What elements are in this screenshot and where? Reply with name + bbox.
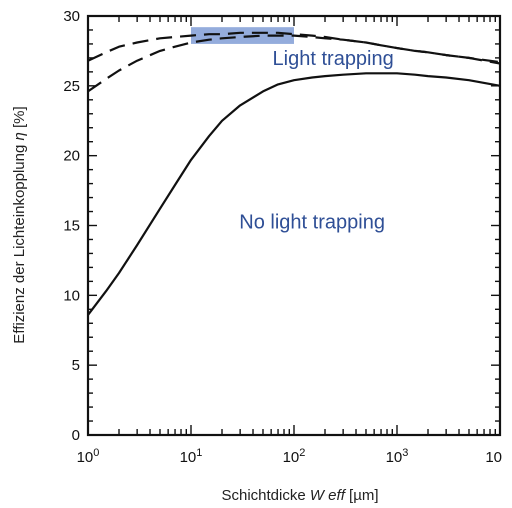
y-tick-label: 15 xyxy=(63,218,80,235)
series-layer xyxy=(87,31,501,316)
series-line-1 xyxy=(87,72,501,316)
series-line-2 xyxy=(87,34,501,93)
y-tick-label: 5 xyxy=(72,357,80,374)
annotation-label: No light trapping xyxy=(239,211,385,233)
x-tick-label: 102 xyxy=(283,447,306,466)
y-tick-label: 20 xyxy=(63,148,80,165)
plot-frame xyxy=(86,14,502,437)
x-tick-label: 103 xyxy=(386,447,409,466)
y-axis-title: Effizienz der Lichteinkopplung η [%] xyxy=(11,106,28,343)
y-tick-label: 25 xyxy=(63,78,80,95)
annotation-label: Light trapping xyxy=(273,48,394,70)
plot-background xyxy=(88,16,500,435)
x-tick-label: 100 xyxy=(77,447,100,466)
labels-layer: 0 5 10 15 20 25 30 100 101 102 103 10 xyxy=(63,8,502,466)
annotations-layer: Light trapping No light trapping xyxy=(239,48,393,233)
highlight-layer xyxy=(191,27,294,44)
y-tick-label: 30 xyxy=(63,8,80,25)
x-tick-label: 10 xyxy=(485,449,502,466)
y-tick-label: 10 xyxy=(63,287,80,304)
y-tick-label: 0 xyxy=(72,427,80,444)
x-tick-label: 101 xyxy=(180,447,203,466)
highlight-region xyxy=(191,27,294,44)
series-line-3 xyxy=(87,31,501,65)
x-axis-title: Schichtdicke W eff [µm] xyxy=(221,487,378,504)
